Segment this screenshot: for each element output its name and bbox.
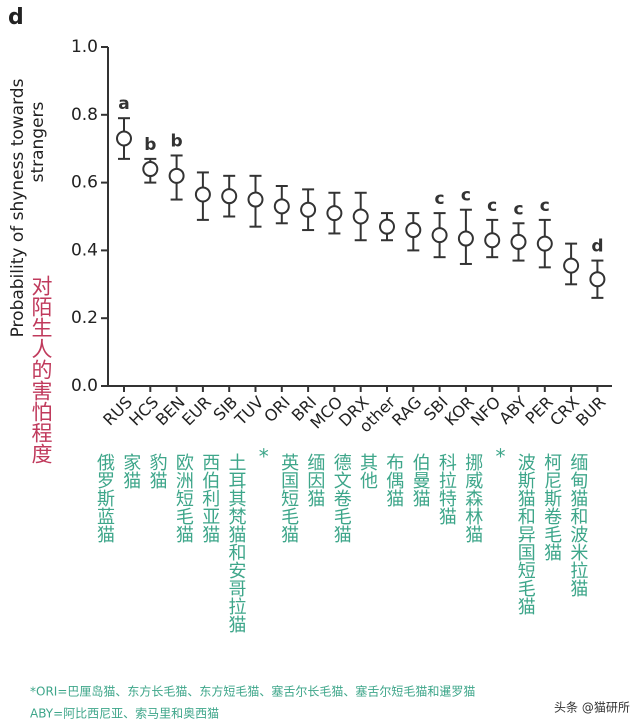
category-cn: 缅因猫 bbox=[304, 453, 325, 507]
point bbox=[563, 257, 580, 274]
y-tick-label: 0.6 bbox=[71, 173, 98, 193]
significance-label: c bbox=[487, 196, 497, 216]
significance-label: d bbox=[591, 237, 603, 257]
y-axis-label-cn: 对陌生人的害怕程度 bbox=[29, 275, 53, 464]
significance-label: c bbox=[435, 189, 445, 209]
footnote: ABY=阿比西尼亚、索马里和奥西猫 bbox=[30, 707, 219, 721]
category-cn: 欧洲短毛猫 bbox=[173, 453, 194, 543]
point bbox=[116, 130, 132, 147]
point bbox=[536, 235, 553, 252]
y-tick-label: 1.0 bbox=[71, 37, 98, 57]
category-cn: 家猫 bbox=[120, 453, 141, 489]
category-cn: 缅甸猫和波米拉猫 bbox=[567, 453, 588, 597]
significance-label: b bbox=[144, 135, 156, 155]
category-cn: 柯尼斯卷毛猫 bbox=[541, 453, 562, 561]
point bbox=[352, 208, 369, 225]
y-tick-label: 0.0 bbox=[71, 376, 98, 396]
significance-label: c bbox=[461, 186, 471, 206]
point bbox=[510, 233, 527, 250]
category-cn: * bbox=[259, 445, 269, 469]
significance-label: c bbox=[513, 199, 523, 219]
category-cn: * bbox=[496, 445, 506, 469]
point bbox=[194, 186, 211, 203]
point bbox=[484, 232, 501, 249]
y-axis-label: strangers bbox=[28, 101, 48, 182]
category-cn: 土耳其梵猫和安哥拉猫 bbox=[226, 453, 247, 633]
category-cn: 其他 bbox=[357, 453, 378, 489]
point bbox=[142, 161, 159, 178]
point bbox=[300, 201, 317, 218]
point bbox=[431, 227, 448, 244]
y-tick-label: 0.8 bbox=[71, 105, 98, 125]
point bbox=[221, 188, 238, 205]
category-cn: 英国短毛猫 bbox=[278, 453, 299, 543]
category-cn: 布偶猫 bbox=[383, 453, 404, 507]
category-cn: 豹猫 bbox=[147, 453, 168, 489]
y-tick-label: 0.2 bbox=[71, 308, 98, 328]
significance-label: a bbox=[118, 94, 129, 114]
y-tick-label: 0.4 bbox=[71, 240, 98, 260]
point bbox=[379, 218, 395, 235]
point bbox=[326, 205, 343, 222]
category-cn: 波斯猫和异国短毛猫 bbox=[515, 453, 536, 615]
point bbox=[457, 230, 474, 247]
watermark: 头条 @猫研所 bbox=[554, 701, 630, 715]
significance-label: b bbox=[171, 131, 183, 151]
category-cn: 西伯利亚猫 bbox=[199, 453, 220, 543]
x-tick-label: BUR bbox=[572, 393, 609, 430]
point bbox=[247, 191, 264, 208]
point bbox=[273, 198, 290, 215]
category-cn: 科拉特猫 bbox=[436, 453, 457, 525]
point bbox=[405, 222, 422, 239]
point bbox=[168, 167, 185, 184]
category-cn: 德文卷毛猫 bbox=[331, 453, 352, 543]
category-cn: 伯曼猫 bbox=[410, 453, 431, 507]
panel-label: d bbox=[8, 5, 24, 30]
category-cn: 挪威森林猫 bbox=[462, 453, 483, 543]
significance-label: c bbox=[540, 196, 550, 216]
y-axis-label: Probability of shyness towards bbox=[8, 78, 28, 337]
point bbox=[589, 271, 606, 288]
footnote: *ORI=巴厘岛猫、东方长毛猫、东方短毛猫、塞舌尔长毛猫、塞舌尔短毛猫和暹罗猫 bbox=[30, 684, 475, 699]
category-cn: 俄罗斯蓝猫 bbox=[94, 453, 115, 543]
